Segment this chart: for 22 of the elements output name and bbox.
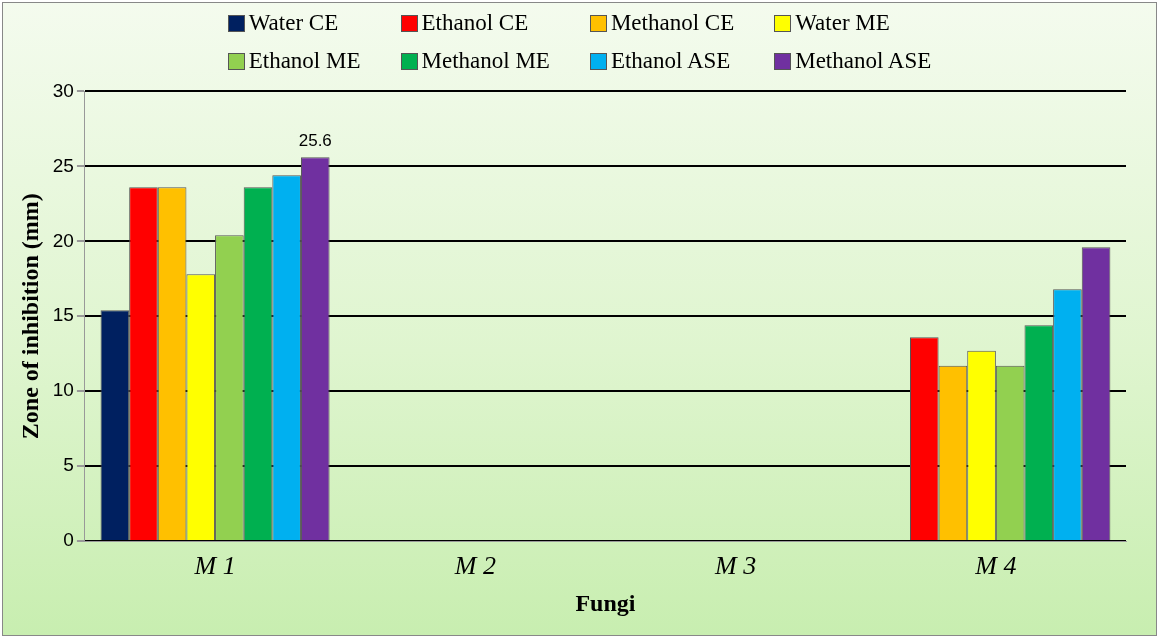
y-tick-label: 30: [52, 79, 74, 101]
y-tick-label: 10: [52, 379, 74, 401]
legend-label: Water CE: [248, 10, 339, 36]
legend-label: Water ME: [795, 10, 890, 36]
x-axis-title: Fungi: [575, 589, 636, 616]
x-tick-label: M 2: [453, 551, 496, 581]
legend-label: Ethanol ME: [248, 48, 361, 74]
y-tick-label: 5: [63, 454, 74, 476]
x-tick-label: M 4: [974, 551, 1017, 581]
legend-label: Ethanol CE: [421, 10, 529, 36]
legend-label: Methanol CE: [610, 10, 735, 36]
x-tick-label: M 3: [714, 551, 757, 581]
data-label: 25.6: [298, 130, 332, 150]
legend-label: Methanol ASE: [795, 48, 932, 74]
legend-label: Methanol ME: [421, 48, 550, 74]
y-tick-label: 15: [52, 304, 74, 326]
y-tick-label: 25: [52, 154, 74, 176]
y-tick-label: 20: [52, 229, 74, 251]
y-axis-title: Zone of inhibition (mm): [16, 193, 43, 440]
legend-label: Ethanol ASE: [610, 48, 731, 74]
x-tick-label: M 1: [193, 551, 236, 581]
y-tick-label: 0: [63, 529, 74, 551]
